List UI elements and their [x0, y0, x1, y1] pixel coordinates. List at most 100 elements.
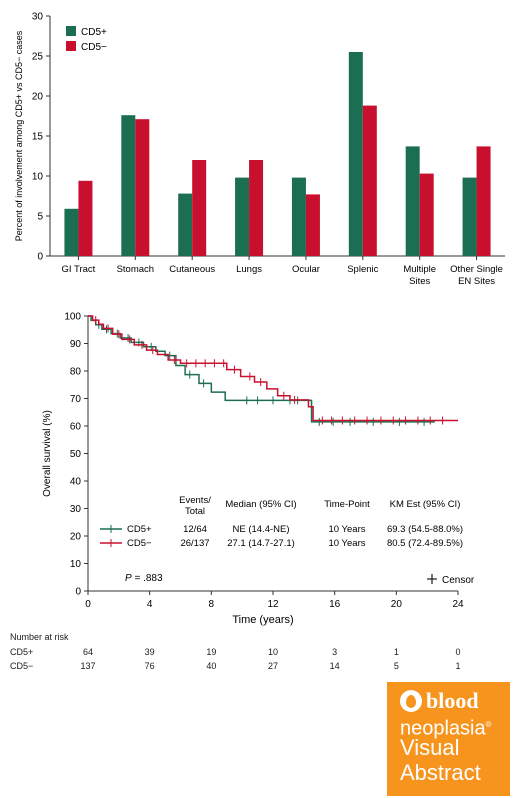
- bar-cd5-neg: [476, 146, 491, 256]
- bar-cd5-pos: [348, 52, 363, 256]
- stats-median: NE (14.4-NE): [232, 524, 289, 535]
- stats-header: Total: [185, 506, 205, 517]
- bar-cd5-neg: [192, 160, 207, 256]
- y-tick-label: 60: [70, 422, 82, 433]
- y-axis-title: Percent of involvement among CD5+ vs CD5…: [14, 30, 24, 241]
- stats-header: Time-Point: [324, 499, 370, 510]
- risk-count: 10: [267, 647, 279, 657]
- x-tick-label: 20: [391, 599, 403, 610]
- survival-curve-cd5-neg: [88, 315, 458, 422]
- x-tick-label: Lungs: [236, 264, 262, 275]
- stats-km-estimate: 80.5 (72.4-89.5%): [387, 538, 463, 549]
- risk-count: 27: [267, 661, 279, 671]
- stats-header: Median (95% CI): [225, 499, 296, 510]
- y-tick-label: 90: [70, 339, 82, 350]
- x-tick-label: 24: [452, 599, 464, 610]
- y-tick-label: 10: [70, 559, 82, 570]
- bar-cd5-pos: [121, 115, 136, 256]
- legend-swatch: [66, 41, 76, 51]
- risk-row-label: CD5+: [10, 647, 34, 657]
- x-tick-label: 0: [85, 599, 91, 610]
- y-tick-label: 70: [70, 394, 82, 405]
- brand-name: blood: [426, 688, 479, 713]
- x-tick-label: Splenic: [347, 264, 378, 275]
- y-tick-label: 30: [32, 12, 44, 23]
- risk-count: 1: [455, 661, 461, 671]
- x-tick-label: Other Single: [450, 264, 503, 275]
- risk-count: 137: [80, 661, 96, 671]
- bar-cd5-pos: [235, 177, 250, 256]
- stats-row-label: CD5+: [127, 524, 152, 535]
- risk-count: 3: [332, 647, 338, 657]
- y-tick-label: 20: [32, 92, 44, 103]
- bar-cd5-neg: [419, 173, 434, 256]
- y-tick-label: 50: [70, 449, 82, 460]
- p-value: P = .883: [125, 573, 163, 584]
- bar-cd5-pos: [178, 193, 193, 256]
- risk-count: 0: [455, 647, 461, 657]
- x-tick-label: Cutaneous: [169, 264, 215, 275]
- stats-events: 26/137: [180, 538, 209, 549]
- risk-table-title: Number at risk: [10, 632, 69, 642]
- bar-cd5-neg: [362, 105, 377, 256]
- x-tick-label: 4: [147, 599, 153, 610]
- y-tick-label: 100: [64, 312, 81, 323]
- legend-label: CD5+: [81, 27, 107, 38]
- y-axis-title: Overall survival (%): [42, 410, 53, 497]
- x-tick-label: GI Tract: [62, 264, 96, 275]
- stats-header: KM Est (95% CI): [390, 499, 461, 510]
- stats-median: 27.1 (14.7-27.1): [227, 538, 295, 549]
- bar-cd5-neg: [249, 160, 264, 256]
- y-tick-label: 0: [75, 587, 81, 598]
- blood-logo: blood: [400, 690, 479, 712]
- risk-row-label: CD5−: [10, 661, 34, 671]
- bar-cd5-pos: [291, 177, 306, 256]
- bar-cd5-pos: [64, 208, 79, 256]
- risk-count: 1: [393, 647, 399, 657]
- y-tick-label: 20: [70, 532, 82, 543]
- risk-count: 76: [144, 661, 155, 671]
- x-tick-label: EN Sites: [458, 276, 495, 287]
- y-tick-label: 10: [32, 172, 44, 183]
- abstract-label: Abstract: [400, 760, 481, 785]
- legend-swatch: [66, 26, 76, 36]
- x-tick-label: 12: [267, 599, 279, 610]
- number-at-risk-table: Number at risk CD5+ 64 39 19 10 3 1 0 CD5− 137 76 4…: [0, 630, 520, 680]
- risk-count: 39: [144, 647, 155, 657]
- stats-timepoint: 10 Years: [329, 524, 366, 535]
- x-tick-label: 16: [329, 599, 341, 610]
- x-axis-title: Time (years): [232, 614, 293, 626]
- risk-count: 5: [393, 661, 399, 671]
- legend-label: CD5−: [81, 42, 107, 53]
- y-tick-label: 5: [37, 212, 43, 223]
- survival-curve-cd5-pos: [88, 315, 435, 423]
- stats-header: Events/: [179, 495, 211, 506]
- bar-cd5-neg: [305, 194, 320, 256]
- bar-cd5-pos: [405, 146, 420, 256]
- stats-events: 12/64: [183, 524, 207, 535]
- stats-km-estimate: 69.3 (54.5-88.0%): [387, 524, 463, 535]
- y-tick-label: 30: [70, 504, 82, 515]
- risk-count: 64: [82, 647, 94, 657]
- stats-timepoint: 10 Years: [329, 538, 366, 549]
- risk-count: 14: [329, 661, 340, 671]
- bar-cd5-pos: [462, 177, 477, 256]
- x-tick-label: 8: [209, 599, 215, 610]
- km-chart: 0 10 20 30 40 50 60 70 80 90 100 0 4 8 12 16 20 24 Time (y…: [42, 312, 475, 627]
- brand-subtitle: neoplasia®: [400, 717, 492, 740]
- y-tick-label: 40: [70, 477, 82, 488]
- x-tick-label: Sites: [409, 276, 430, 287]
- bar-cd5-neg: [135, 119, 150, 256]
- risk-count: 19: [206, 647, 217, 657]
- stats-row-label: CD5−: [127, 538, 152, 549]
- y-tick-label: 25: [32, 52, 44, 63]
- blood-neoplasia-visual-abstract-logo: blood neoplasia® Visual Abstract: [387, 682, 510, 796]
- bar-cd5-neg: [78, 180, 93, 256]
- x-tick-label: Ocular: [292, 264, 320, 275]
- y-tick-label: 15: [32, 132, 44, 143]
- risk-count: 40: [206, 661, 217, 671]
- x-tick-label: Multiple: [403, 264, 436, 275]
- visual-label: Visual: [400, 735, 460, 760]
- censor-legend-label: Censor: [442, 575, 475, 586]
- y-tick-label: 80: [70, 367, 82, 378]
